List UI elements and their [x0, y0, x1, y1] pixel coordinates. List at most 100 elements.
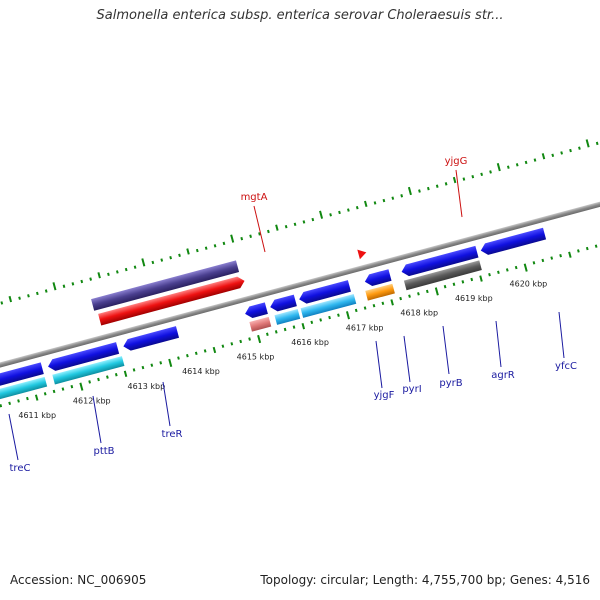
gene-arrow-agrR[interactable]: [363, 269, 392, 287]
tick-mark: [479, 275, 483, 282]
map-title: Salmonella enterica subsp. enterica sero…: [96, 8, 504, 23]
kbp-label: 4617 kbp: [346, 323, 384, 332]
gene-arrow-yjgG[interactable]: [357, 248, 367, 260]
tick-mark: [515, 163, 519, 167]
gene-arrow-pyrI[interactable]: [269, 294, 297, 313]
tick-mark: [489, 170, 492, 174]
leader-treR: [162, 381, 171, 427]
tick-mark: [34, 394, 39, 401]
rna-arrow-agrR[interactable]: [365, 283, 395, 301]
tick-mark: [426, 186, 430, 191]
kbp-label: 4612 kbp: [73, 396, 111, 405]
gene-arrow-pttB[interactable]: [47, 342, 120, 372]
tick-mark: [79, 382, 84, 391]
gene-arrow-mgtA-reverse[interactable]: [91, 260, 240, 311]
gene-label-treC[interactable]: treC: [10, 463, 31, 474]
gene-arrow-pyrB[interactable]: [298, 280, 351, 305]
rna-arrow-yjgF[interactable]: [249, 316, 272, 332]
tick-mark: [274, 330, 278, 334]
tick-mark: [212, 346, 217, 354]
tick-mark: [594, 244, 598, 248]
tick-mark: [230, 342, 234, 346]
tick-mark: [559, 253, 562, 258]
leader-agrR: [495, 320, 502, 368]
kbp-label: 4611 kbp: [18, 411, 56, 420]
gene-label-pyrB[interactable]: pyrB: [439, 378, 462, 389]
rna-arrow-pyrB[interactable]: [300, 294, 357, 318]
tick-mark: [434, 287, 439, 296]
tick-mark: [514, 265, 518, 270]
rna-arrow-yfcC[interactable]: [403, 260, 482, 291]
gene-label-yjgG[interactable]: yjgG: [445, 156, 468, 167]
gene-label-yjgF[interactable]: yjgF: [374, 390, 395, 401]
leader-mgtA: [253, 205, 266, 253]
tick-mark: [497, 270, 500, 275]
leader-pttB: [92, 395, 102, 444]
tick-mark: [425, 289, 429, 294]
rna-arrow-mgtA-reverse[interactable]: [98, 275, 246, 326]
tick-mark: [568, 251, 572, 258]
tick-mark: [569, 148, 572, 153]
tick-mark: [364, 200, 368, 208]
rna-arrow-pttB[interactable]: [52, 356, 125, 385]
tick-mark: [0, 301, 4, 305]
gene-label-pttB[interactable]: pttB: [93, 446, 114, 457]
gene-label-treR[interactable]: treR: [162, 429, 183, 440]
tick-mark: [345, 311, 350, 320]
kbp-label: 4613 kbp: [128, 382, 166, 391]
kbp-label: 4620 kbp: [510, 279, 548, 288]
tick-mark: [533, 158, 537, 162]
tick-mark: [88, 380, 91, 384]
gene-arrow-next[interactable]: [479, 227, 547, 257]
tick-mark: [107, 272, 110, 277]
rna-arrow-treC[interactable]: [0, 376, 48, 403]
tick-mark: [301, 323, 306, 330]
gene-label-agrR[interactable]: agrR: [491, 370, 515, 381]
leader-treC: [8, 413, 19, 461]
tick-mark: [80, 279, 84, 284]
tick-mark: [496, 163, 501, 172]
tick-mark: [267, 229, 270, 234]
tick-mark: [355, 205, 359, 210]
tick-mark: [240, 236, 244, 241]
tick-mark: [417, 292, 420, 296]
tick-mark: [8, 401, 11, 406]
tick-mark: [444, 182, 448, 186]
leader-yjgF: [375, 340, 383, 389]
tick-mark: [248, 337, 251, 341]
gene-label-mgtA[interactable]: mgtA: [241, 192, 268, 203]
kbp-label: 4618 kbp: [400, 309, 438, 318]
tick-mark: [471, 175, 475, 179]
genome-backbone: [0, 189, 600, 376]
leader-yjgG: [455, 169, 463, 218]
tick-mark: [292, 325, 296, 329]
gene-arrow-treC[interactable]: [0, 362, 44, 390]
gene-label-yfcC[interactable]: yfcC: [555, 361, 577, 372]
leader-yfcC: [558, 311, 565, 359]
tick-mark: [239, 339, 243, 344]
gene-arrow-yfcC[interactable]: [400, 245, 479, 278]
tick-mark: [159, 361, 163, 365]
tick-mark: [560, 151, 563, 155]
gene-label-pyrI[interactable]: pyrI: [402, 384, 421, 395]
tick-mark: [408, 294, 411, 298]
tick-mark: [337, 313, 340, 317]
tick-mark: [480, 172, 484, 177]
tick-mark: [195, 248, 199, 253]
tick-mark: [106, 375, 109, 379]
tick-mark: [168, 358, 173, 367]
tick-mark: [505, 268, 509, 272]
tick-mark: [249, 234, 252, 238]
tick-mark: [52, 282, 57, 291]
tick-mark: [186, 353, 189, 358]
tick-mark: [141, 365, 145, 370]
tick-mark: [578, 146, 581, 150]
tick-mark: [132, 368, 136, 372]
gene-arrow-treR[interactable]: [122, 326, 180, 352]
tick-mark: [124, 267, 128, 272]
rna-arrow-pyrI[interactable]: [274, 309, 301, 325]
gene-arrow-yjgF[interactable]: [244, 302, 268, 319]
tick-mark: [284, 225, 288, 229]
